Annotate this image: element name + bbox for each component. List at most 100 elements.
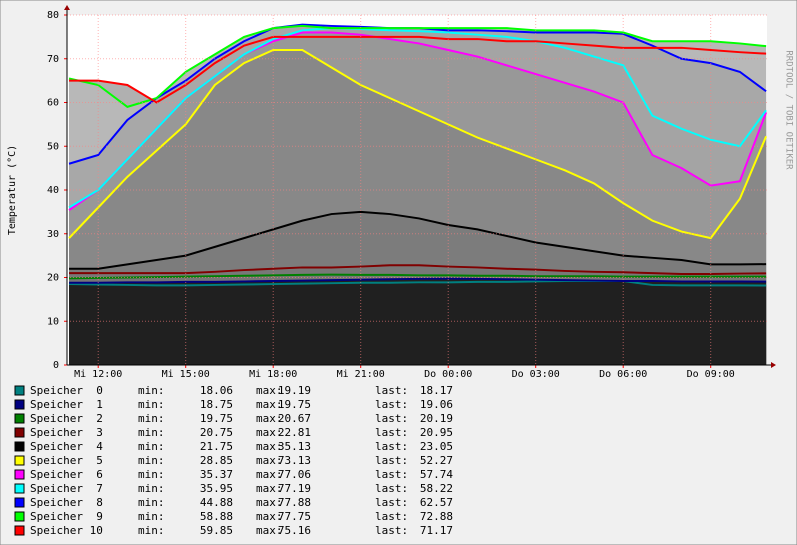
- legend-stat-label: max:: [256, 384, 283, 397]
- legend-name: Speicher 6: [30, 468, 103, 481]
- legend-stat-label: last:: [375, 482, 408, 495]
- y-tick-label: 30: [47, 229, 59, 240]
- legend-stat-label: last:: [375, 384, 408, 397]
- legend-stat-value: 20.75: [200, 426, 233, 439]
- legend-stat-label: min:: [138, 510, 165, 523]
- series-line: [68, 24, 767, 108]
- legend-stat-label: min:: [138, 426, 165, 439]
- legend-stat-value: 19.19: [278, 384, 311, 397]
- y-tick-label: 60: [47, 98, 59, 109]
- legend-stat-value: 28.85: [200, 454, 233, 467]
- legend-stat-label: last:: [375, 426, 408, 439]
- y-tick-label: 70: [47, 54, 59, 65]
- y-tick-label: 50: [47, 141, 59, 152]
- axis-arrow: [771, 362, 776, 368]
- y-tick-label: 40: [47, 185, 59, 196]
- x-tick-label: Mi 21:00: [337, 369, 385, 380]
- legend-swatch: [14, 413, 25, 424]
- legend-stat-value: 52.27: [420, 454, 453, 467]
- y-axis-label: Temperatur (°C): [7, 145, 18, 235]
- watermark: RRDTOOL / TOBI OETIKER: [784, 50, 794, 170]
- legend-stat-value: 18.17: [420, 384, 453, 397]
- y-tick-label: 20: [47, 273, 59, 284]
- x-tick-label: Do 00:00: [424, 369, 472, 380]
- legend-stat-value: 59.85: [200, 524, 233, 537]
- legend-stat-value: 20.19: [420, 412, 453, 425]
- legend-name: Speicher 4: [30, 440, 103, 453]
- legend-stat-label: last:: [375, 454, 408, 467]
- y-tick-label: 10: [47, 316, 59, 327]
- legend-stat-label: last:: [375, 398, 408, 411]
- legend-name: Speicher 0: [30, 384, 103, 397]
- legend-stat-value: 77.88: [278, 496, 311, 509]
- legend-stat-label: max:: [256, 454, 283, 467]
- legend-swatch: [14, 399, 25, 410]
- legend-stat-value: 57.74: [420, 468, 453, 481]
- legend-stat-value: 21.75: [200, 440, 233, 453]
- legend-stat-value: 58.22: [420, 482, 453, 495]
- legend-swatch: [14, 497, 25, 508]
- legend-swatch: [14, 483, 25, 494]
- legend-stat-value: 62.57: [420, 496, 453, 509]
- legend-name: Speicher 8: [30, 496, 103, 509]
- legend-stat-label: max:: [256, 496, 283, 509]
- legend-stat-value: 58.88: [200, 510, 233, 523]
- legend-stat-value: 77.06: [278, 468, 311, 481]
- legend-stat-value: 72.88: [420, 510, 453, 523]
- y-tick-label: 80: [47, 10, 59, 21]
- legend-swatch: [14, 427, 25, 438]
- legend-stat-label: min:: [138, 468, 165, 481]
- legend-name: Speicher 1: [30, 398, 103, 411]
- legend-name: Speicher 9: [30, 510, 103, 523]
- legend-stat-value: 23.05: [420, 440, 453, 453]
- legend-swatch: [14, 469, 25, 480]
- legend-name: Speicher 7: [30, 482, 103, 495]
- x-tick-label: Do 06:00: [599, 369, 647, 380]
- legend-stat-label: min:: [138, 440, 165, 453]
- x-tick-label: Mi 15:00: [162, 369, 210, 380]
- legend-stat-label: min:: [138, 482, 165, 495]
- legend-stat-value: 77.75: [278, 510, 311, 523]
- legend-stat-label: last:: [375, 524, 408, 537]
- legend-stat-value: 22.81: [278, 426, 311, 439]
- legend-stat-value: 44.88: [200, 496, 233, 509]
- legend-stat-value: 35.37: [200, 468, 233, 481]
- legend-stat-value: 18.75: [200, 398, 233, 411]
- legend-stat-value: 18.06: [200, 384, 233, 397]
- legend-stat-label: max:: [256, 398, 283, 411]
- legend-stat-value: 77.19: [278, 482, 311, 495]
- legend-stat-label: min:: [138, 496, 165, 509]
- legend-name: Speicher 5: [30, 454, 103, 467]
- legend-stat-label: last:: [375, 496, 408, 509]
- legend-stat-label: max:: [256, 510, 283, 523]
- legend-stat-label: last:: [375, 412, 408, 425]
- legend-stat-label: last:: [375, 510, 408, 523]
- area: [69, 281, 767, 365]
- legend-swatch: [14, 511, 25, 522]
- legend-stat-label: max:: [256, 412, 283, 425]
- series-line: [68, 49, 768, 240]
- legend-stat-value: 20.95: [420, 426, 453, 439]
- legend-swatch: [14, 441, 25, 452]
- legend-stat-label: min:: [138, 398, 165, 411]
- legend-stat-label: max:: [256, 468, 283, 481]
- legend-stat-label: max:: [256, 482, 283, 495]
- legend-stat-label: min:: [138, 454, 165, 467]
- legend-stat-label: last:: [375, 440, 408, 453]
- legend-stat-label: min:: [138, 384, 165, 397]
- legend-stat-value: 19.75: [278, 398, 311, 411]
- legend-stat-value: 75.16: [278, 524, 311, 537]
- legend-stat-value: 35.13: [278, 440, 311, 453]
- legend-stat-label: max:: [256, 426, 283, 439]
- legend-stat-label: last:: [375, 468, 408, 481]
- legend-stat-value: 71.17: [420, 524, 453, 537]
- legend-stat-label: min:: [138, 412, 165, 425]
- legend-swatch: [14, 385, 25, 396]
- series-line: [69, 277, 767, 284]
- x-tick-label: Mi 12:00: [74, 369, 122, 380]
- legend-swatch: [14, 455, 25, 466]
- axis-arrow: [64, 5, 70, 10]
- legend-stat-value: 20.67: [278, 412, 311, 425]
- x-tick-label: Do 03:00: [512, 369, 560, 380]
- legend-stat-label: max:: [256, 524, 283, 537]
